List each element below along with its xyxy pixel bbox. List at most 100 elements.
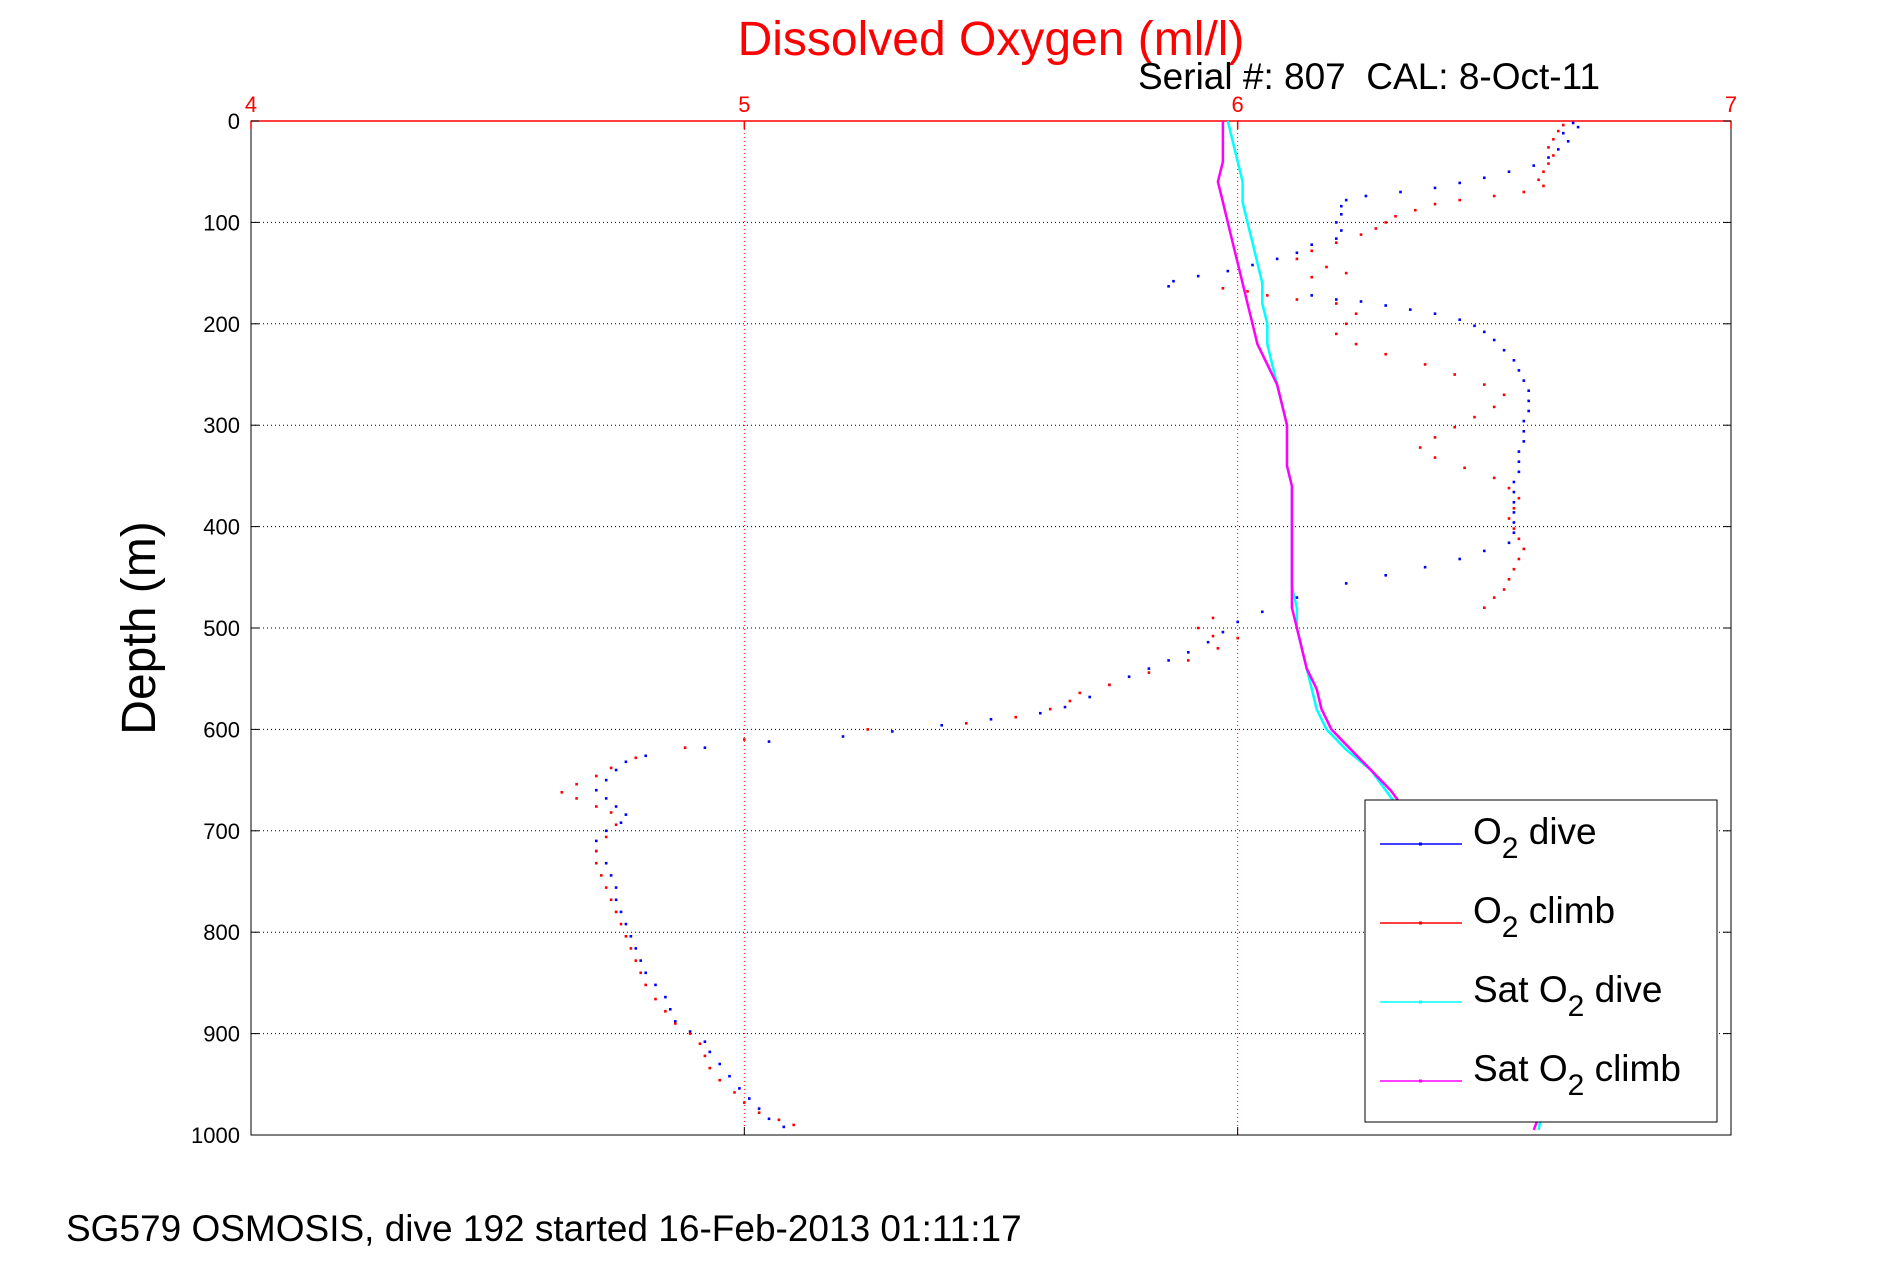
data-point bbox=[639, 971, 642, 975]
legend-label-rest: climb bbox=[1518, 890, 1615, 931]
data-point bbox=[595, 849, 598, 853]
data-point bbox=[1206, 640, 1210, 644]
data-point bbox=[1344, 271, 1348, 275]
data-point bbox=[604, 861, 608, 865]
data-point bbox=[1310, 243, 1313, 246]
legend-label: O2 climb bbox=[1473, 890, 1615, 944]
data-point bbox=[1522, 379, 1526, 382]
legend-box bbox=[1364, 799, 1718, 1123]
data-point bbox=[1359, 300, 1363, 303]
data-point bbox=[1517, 450, 1521, 453]
data-point bbox=[1226, 269, 1230, 273]
legend-marker bbox=[1419, 842, 1422, 846]
y-tick-label: 200 bbox=[203, 312, 240, 337]
data-point bbox=[728, 1074, 731, 1078]
data-point bbox=[1512, 527, 1516, 530]
data-point bbox=[669, 1008, 672, 1011]
data-point bbox=[1335, 241, 1338, 244]
data-point bbox=[1433, 456, 1437, 459]
legend-marker bbox=[1419, 1079, 1422, 1083]
data-point bbox=[1473, 324, 1476, 328]
data-point bbox=[1078, 691, 1082, 695]
data-point bbox=[1335, 221, 1338, 224]
data-point bbox=[1458, 198, 1461, 202]
data-point bbox=[595, 788, 598, 792]
data-point bbox=[674, 1022, 677, 1025]
data-point bbox=[782, 1125, 786, 1129]
data-point bbox=[718, 1062, 721, 1066]
data-point bbox=[708, 1050, 712, 1054]
data-point bbox=[1517, 537, 1521, 541]
data-point bbox=[1512, 521, 1516, 524]
data-point bbox=[1502, 348, 1506, 352]
data-point bbox=[619, 910, 623, 914]
y-tick-label: 700 bbox=[203, 819, 240, 844]
data-point bbox=[1483, 606, 1486, 609]
data-point bbox=[757, 1107, 761, 1110]
data-point bbox=[604, 886, 608, 889]
data-point bbox=[1344, 198, 1348, 202]
data-point bbox=[1216, 647, 1220, 650]
data-point bbox=[1172, 279, 1175, 283]
data-point bbox=[1542, 184, 1545, 188]
data-point bbox=[1167, 659, 1170, 662]
data-point bbox=[1147, 671, 1151, 674]
data-point bbox=[1557, 129, 1560, 133]
data-point bbox=[624, 813, 628, 816]
data-point bbox=[1359, 233, 1363, 236]
data-point bbox=[1512, 490, 1516, 494]
data-point bbox=[604, 835, 608, 839]
data-point bbox=[1507, 541, 1511, 545]
data-point bbox=[708, 1066, 712, 1070]
legend-label-rest: climb bbox=[1584, 1048, 1681, 1089]
data-point bbox=[1340, 204, 1343, 208]
data-point bbox=[595, 839, 598, 843]
data-point bbox=[1211, 616, 1215, 620]
y-tick-label: 300 bbox=[203, 413, 240, 438]
data-point bbox=[629, 935, 633, 938]
data-point bbox=[1566, 140, 1570, 143]
data-point bbox=[1576, 125, 1580, 129]
legend-label: Sat O2 dive bbox=[1473, 969, 1662, 1023]
data-point bbox=[1483, 383, 1486, 386]
data-point bbox=[1014, 715, 1017, 719]
data-point bbox=[1527, 399, 1530, 403]
data-point bbox=[891, 730, 894, 733]
series-o2-climb bbox=[560, 123, 1565, 1127]
data-point bbox=[1295, 298, 1299, 301]
data-point bbox=[1507, 517, 1511, 520]
data-point bbox=[1063, 705, 1067, 709]
data-point bbox=[1453, 425, 1456, 429]
data-point bbox=[654, 983, 657, 987]
data-point bbox=[703, 1054, 707, 1058]
y-tick-label: 800 bbox=[203, 920, 240, 945]
data-point bbox=[1275, 257, 1279, 261]
data-point bbox=[683, 746, 687, 749]
legend-label-subscript: 2 bbox=[1502, 911, 1519, 944]
data-point bbox=[743, 1101, 746, 1104]
data-point bbox=[777, 1118, 781, 1122]
data-point bbox=[1517, 460, 1521, 463]
x-tick-label: 6 bbox=[1232, 92, 1244, 117]
data-point bbox=[1433, 186, 1437, 190]
data-point bbox=[1512, 501, 1516, 504]
data-point bbox=[1295, 251, 1299, 255]
chart-title: Dissolved Oxygen (ml/l) bbox=[738, 13, 1245, 66]
legend-label: O2 dive bbox=[1473, 811, 1597, 865]
data-point bbox=[1167, 285, 1170, 288]
data-point bbox=[1295, 257, 1299, 261]
data-point bbox=[624, 922, 628, 926]
data-point bbox=[1502, 393, 1506, 397]
data-point bbox=[1527, 409, 1530, 413]
data-point bbox=[609, 811, 613, 814]
data-point bbox=[639, 959, 642, 962]
data-point bbox=[1335, 298, 1338, 301]
data-point bbox=[1335, 302, 1338, 305]
data-point bbox=[624, 935, 628, 938]
data-point bbox=[1364, 194, 1368, 198]
data-point bbox=[767, 740, 771, 743]
data-point bbox=[1507, 578, 1511, 581]
data-point bbox=[1517, 496, 1521, 500]
data-point bbox=[644, 971, 647, 975]
data-point bbox=[1236, 636, 1239, 640]
